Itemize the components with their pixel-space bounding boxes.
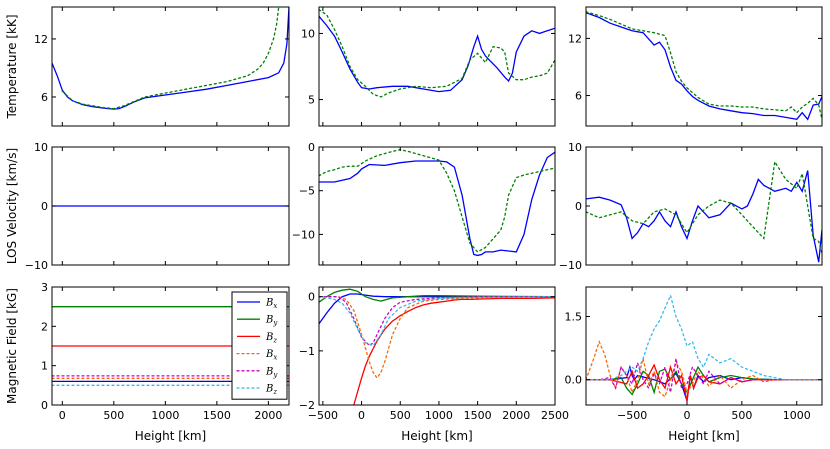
y-tick-label: 6 [575, 90, 582, 103]
x-tick-label: 1000 [783, 409, 811, 422]
panel-r2-c2: −500 0 500 1000 0.0 1.5 [565, 286, 823, 422]
y-tick-label: −10 [25, 259, 48, 272]
series-line-bz [353, 297, 555, 405]
panel-r1-c2: −10 0 10 [559, 141, 823, 272]
series-group [586, 11, 822, 121]
series-line-by-inv [319, 296, 555, 347]
y-tick-label: 0 [308, 291, 315, 304]
panel-r1-c0: −10 0 10 [25, 141, 290, 272]
series-line-inversion [61, 7, 280, 110]
series-line-model [319, 151, 555, 257]
series-line-model [586, 12, 822, 121]
x-tick-label: 1000 [425, 409, 453, 422]
legend-box [231, 291, 288, 400]
legend-label: By [265, 366, 278, 379]
series-line-inversion [586, 159, 822, 254]
y-tick-label: 10 [301, 27, 315, 40]
y-tick-label: 2 [41, 320, 48, 333]
y-tick-label: −10 [559, 259, 582, 272]
series-group [319, 148, 555, 257]
y-tick-label: 12 [568, 32, 582, 45]
series-group [586, 159, 822, 263]
y-tick-label: 0 [308, 141, 315, 154]
x-tick-label: 1500 [464, 409, 492, 422]
y-tick-label: 3 [41, 281, 48, 294]
series-line-bz-inv [319, 296, 555, 347]
panel-r0-c1: 5 10 [301, 6, 556, 127]
series-line-bx [586, 364, 822, 402]
panel-r0-c2: 6 12 [568, 6, 823, 127]
x-tick-label: 500 [103, 409, 124, 422]
y-tick-label: 0 [575, 200, 582, 213]
y-tick-label: 6 [41, 91, 48, 104]
y-tick-label: −1 [299, 345, 315, 358]
series-group [52, 7, 289, 110]
y-tick-label: 10 [34, 141, 48, 154]
series-line-by [586, 365, 822, 396]
x-tick-label: 2000 [502, 409, 530, 422]
legend-label: Bz [265, 332, 277, 345]
series-group [319, 288, 555, 405]
legend: Bx By Bz Bx By Bz [231, 291, 288, 400]
y-tick-label: 0 [41, 200, 48, 213]
y-tick-label: −2 [299, 399, 315, 412]
x-tick-label: 1500 [203, 409, 231, 422]
x-tick-label: 0 [358, 409, 365, 422]
panel-frame [585, 6, 823, 127]
panel-r2-c1: −500 0 500 1000 1500 2000 2500 −2 −1 0 [299, 286, 569, 422]
y-tick-label: 1 [41, 360, 48, 373]
y-axis-label: Magnetic Field [kG] [5, 288, 19, 404]
series-group [586, 293, 822, 402]
x-tick-label: −500 [617, 409, 647, 422]
panel-frame [318, 146, 556, 266]
series-line-inversion [586, 11, 822, 120]
x-axis-label: Height [km] [135, 429, 206, 443]
y-tick-label: 5 [308, 94, 315, 107]
legend-label: Bx [265, 298, 277, 311]
series-line-bz [586, 363, 822, 401]
y-axis-label: Temperature [kK] [5, 14, 19, 119]
x-tick-label: 1000 [151, 409, 179, 422]
series-line-bx-inv [319, 296, 555, 380]
y-tick-label: 0 [41, 399, 48, 412]
y-tick-label: −5 [299, 185, 315, 198]
series-line-model [319, 15, 555, 93]
x-axis-label: Height [km] [668, 429, 739, 443]
panel-frame [585, 286, 823, 406]
series-group [319, 8, 555, 98]
series-line-model [52, 7, 289, 110]
series-line-bz-inv [586, 293, 822, 381]
y-tick-label: 1.5 [565, 311, 583, 324]
legend-label: Bz [265, 384, 277, 397]
panel-frame [318, 286, 556, 406]
legend-label: Bx [265, 349, 277, 362]
x-tick-label: 500 [731, 409, 752, 422]
series-line-by [319, 288, 555, 303]
x-tick-label: 2500 [541, 409, 569, 422]
panel-frame [51, 286, 290, 406]
series-line-inversion [319, 148, 555, 253]
y-tick-label: −10 [292, 228, 315, 241]
panel-r1-c1: −10 −5 0 [292, 141, 556, 266]
x-tick-label: 2000 [254, 409, 282, 422]
series-line-bx-inv [586, 339, 822, 398]
legend-label: By [265, 315, 278, 328]
y-tick-label: 0.0 [565, 374, 583, 387]
series-line-inversion [319, 8, 555, 98]
y-tick-label: 12 [34, 33, 48, 46]
x-tick-label: −500 [308, 409, 338, 422]
x-axis-label: Height [km] [401, 429, 472, 443]
y-tick-label: 10 [568, 141, 582, 154]
x-tick-label: 0 [683, 409, 690, 422]
series-line-model [586, 170, 822, 263]
panel-frame [51, 6, 290, 127]
series-line-by-inv [586, 358, 822, 393]
panel-frame [318, 6, 556, 127]
x-tick-label: 0 [59, 409, 66, 422]
y-axis-label: LOS Velocity [km/s] [5, 148, 19, 264]
x-tick-label: 500 [390, 409, 411, 422]
panel-r0-c0: 6 12 [34, 6, 290, 127]
